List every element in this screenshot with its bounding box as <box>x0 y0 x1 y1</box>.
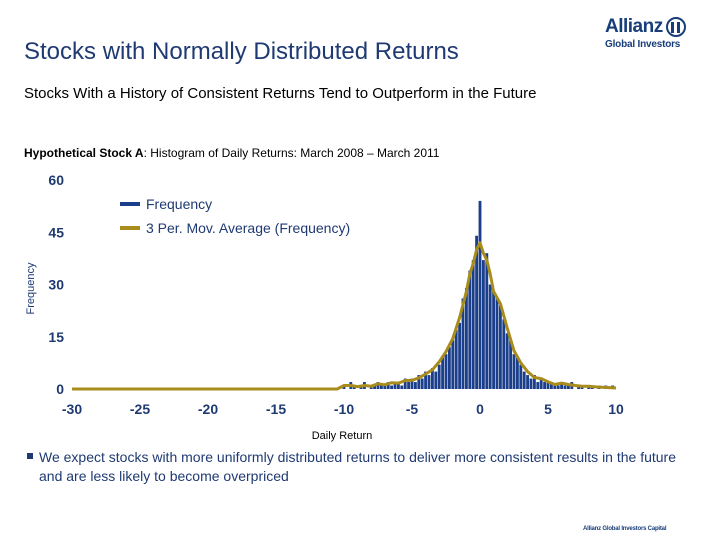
allianz-eagle-icon <box>665 17 686 37</box>
y-axis-label: Frequency <box>25 262 37 314</box>
histogram-bar <box>539 378 543 389</box>
footer-brand: Allianz Global Investors Capital <box>583 526 667 532</box>
histogram-bar <box>536 382 540 389</box>
histogram-bar <box>403 378 407 389</box>
histogram-bar <box>413 382 417 389</box>
histogram-bar <box>447 347 451 389</box>
x-tick-label: 0 <box>476 401 484 417</box>
logo-name: Allianz <box>605 16 663 37</box>
histogram-bar <box>560 382 564 389</box>
histogram-bar <box>519 364 523 389</box>
histogram-bar <box>386 382 390 389</box>
histogram-bar <box>505 333 509 389</box>
figure-caption-bold: Hypothetical Stock A <box>24 146 144 160</box>
bullet-text: We expect stocks with more uniformly dis… <box>39 449 677 484</box>
moving-average-line <box>72 241 617 391</box>
histogram-bar <box>515 357 519 389</box>
histogram-chart: 0 15 30 45 60 -30 -25 -20 -15 -10 -5 0 5 10 Frequency D… <box>25 172 624 442</box>
slide-title: Stocks with Normally Distributed Returns <box>24 38 459 65</box>
histogram-bar <box>417 375 421 389</box>
histogram-bar <box>396 382 400 389</box>
histogram-bar <box>444 354 448 389</box>
histogram-bar <box>424 371 428 389</box>
bullet-point: We expect stocks with more uniformly dis… <box>27 448 697 486</box>
histogram-bar <box>526 375 530 389</box>
histogram-bar <box>498 305 502 389</box>
histogram-bar <box>546 382 550 389</box>
legend-label-moving-average: 3 Per. Mov. Average (Frequency) <box>146 220 350 236</box>
histogram-bar <box>393 382 397 389</box>
histogram-bar <box>532 375 536 389</box>
histogram-bar <box>437 364 441 389</box>
histogram-bar <box>471 260 475 389</box>
histogram-bar <box>543 382 547 389</box>
histogram-bar <box>342 385 346 389</box>
histogram-bar <box>481 260 485 389</box>
histogram-bar <box>549 382 553 389</box>
histogram-bar <box>376 382 380 389</box>
y-tick-label: 45 <box>48 224 64 240</box>
histogram-bar <box>563 385 567 389</box>
histogram-bar <box>478 200 482 389</box>
histogram-bar <box>420 378 424 389</box>
histogram-bar <box>461 298 465 389</box>
histogram-bar <box>458 322 462 389</box>
legend-label-frequency: Frequency <box>146 196 212 212</box>
histogram-bar <box>529 378 533 389</box>
histogram-bar <box>441 357 445 389</box>
histogram-bar <box>427 375 431 389</box>
histogram-bar <box>451 340 455 389</box>
histogram-bar <box>383 385 387 389</box>
histogram-bar <box>485 253 489 389</box>
histogram-bar <box>468 270 472 389</box>
x-tick-label: -30 <box>62 401 82 417</box>
histogram-bar <box>492 291 496 389</box>
y-tick-label: 15 <box>48 329 64 345</box>
x-tick-label: -5 <box>406 401 419 417</box>
histogram-bar <box>556 385 560 389</box>
histogram-bar <box>430 368 434 389</box>
y-tick-label: 60 <box>48 172 64 188</box>
histogram-bar <box>434 371 438 389</box>
x-tick-label: 5 <box>544 401 552 417</box>
figure-caption-rest: : Histogram of Daily Returns: March 2008… <box>143 146 440 160</box>
logo-subtitle: Global Investors <box>605 39 681 50</box>
histogram-bar <box>454 329 458 389</box>
x-tick-label: 10 <box>608 401 624 417</box>
x-tick-label: -25 <box>130 401 150 417</box>
histogram-bar <box>390 385 394 389</box>
bullet-square-icon <box>27 453 33 459</box>
histogram-bar <box>512 354 516 389</box>
histogram-bar <box>488 284 492 389</box>
histogram-bar <box>407 382 411 389</box>
x-tick-label: -20 <box>198 401 218 417</box>
histogram-bar <box>553 385 557 389</box>
histogram-bar <box>495 298 499 389</box>
histogram-bar <box>379 385 383 389</box>
x-tick-label: -10 <box>334 401 354 417</box>
histogram-bar <box>373 385 377 389</box>
slide-subtitle: Stocks With a History of Consistent Retu… <box>24 85 537 102</box>
histogram-bar <box>509 340 513 389</box>
histogram-bar <box>464 287 468 389</box>
histogram-bar <box>522 371 526 389</box>
y-tick-label: 30 <box>48 277 64 293</box>
y-tick-label: 0 <box>56 381 64 397</box>
allianz-logo: Allianz Global Investors <box>605 16 697 50</box>
x-tick-label: -15 <box>266 401 286 417</box>
histogram-bar <box>400 385 404 389</box>
histogram-bar <box>410 378 414 389</box>
histogram-bar <box>502 319 506 389</box>
x-axis-label: Daily Return <box>312 430 373 442</box>
histogram-bar <box>566 385 570 389</box>
figure-caption: Hypothetical Stock A: Histogram of Daily… <box>24 146 439 160</box>
histogram-bar <box>475 235 479 389</box>
